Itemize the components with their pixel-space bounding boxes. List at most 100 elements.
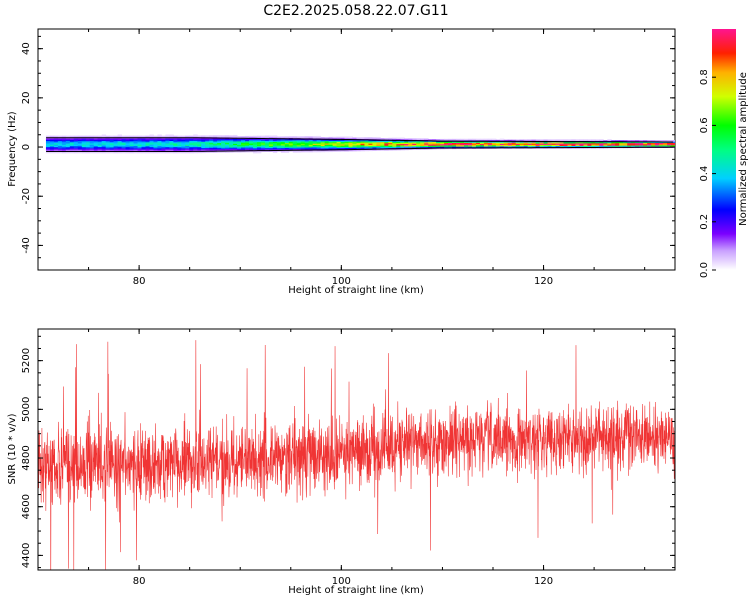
heatmap-cell	[340, 140, 345, 142]
heatmap-cell	[292, 138, 298, 141]
heatmap-cell	[611, 144, 616, 146]
heatmap-cell	[264, 145, 270, 148]
heatmap-cell	[535, 145, 541, 148]
heatmap-cell	[428, 141, 433, 144]
heatmap-cell	[392, 141, 397, 144]
heatmap-cell	[543, 143, 548, 145]
heatmap-cell	[348, 136, 353, 139]
heatmap-cell	[368, 139, 373, 142]
heatmap-cell	[531, 143, 537, 145]
heatmap-cell	[133, 149, 138, 151]
heatmap-cell	[316, 137, 322, 139]
heatmap-cell	[165, 144, 170, 146]
heatmap-cell	[360, 139, 365, 142]
heatmap-cell	[121, 140, 126, 143]
heatmap-cell	[57, 151, 63, 154]
heatmap-cell	[356, 141, 361, 143]
heatmap-cell	[467, 141, 473, 143]
heatmap-cell	[249, 142, 254, 144]
heatmap-cell	[396, 138, 401, 141]
heatmap-cell	[328, 147, 334, 150]
heatmap-cell	[256, 148, 262, 150]
heatmap-cell	[49, 143, 55, 145]
heatmap-cell	[185, 139, 190, 142]
heatmap-cell	[272, 150, 278, 152]
heatmap-cell	[663, 143, 668, 146]
heatmap-cell	[49, 144, 55, 146]
heatmap-cell	[137, 151, 142, 154]
heatmap-cell	[113, 151, 119, 154]
heatmap-cell	[77, 140, 83, 143]
heatmap-cell	[105, 145, 111, 148]
x-tick-label: 120	[534, 276, 553, 287]
heatmap-cell	[65, 143, 71, 145]
heatmap-cell	[316, 148, 322, 150]
heatmap-cell	[101, 144, 107, 146]
heatmap-cell	[193, 134, 198, 137]
heatmap-cell	[671, 140, 675, 142]
heatmap-cell	[567, 144, 572, 146]
heatmap-cell	[260, 143, 266, 145]
heatmap-cell	[89, 141, 95, 144]
heatmap-cell	[213, 142, 218, 145]
heatmap-cell	[531, 142, 537, 144]
heatmap-cell	[456, 138, 461, 141]
heatmap-cell	[181, 145, 186, 148]
heatmap-cell	[169, 141, 174, 144]
heatmap-cell	[607, 144, 612, 146]
heatmap-cell	[316, 142, 322, 144]
heatmap-cell	[627, 141, 632, 144]
heatmap-cell	[300, 146, 306, 148]
heatmap-cell	[256, 150, 262, 153]
heatmap-cell	[392, 137, 397, 140]
heatmap-cell	[320, 146, 326, 149]
heatmap-cell	[217, 148, 222, 151]
heatmap-cell	[479, 146, 485, 148]
heatmap-cell	[603, 145, 608, 147]
heatmap-cell	[217, 145, 222, 147]
heatmap-cell	[53, 144, 59, 146]
heatmap-cell	[499, 142, 505, 144]
heatmap-cell	[161, 141, 166, 144]
heatmap-cell	[663, 140, 668, 142]
heatmap-cell	[535, 144, 541, 147]
heatmap-cell	[133, 148, 138, 150]
heatmap-cell	[101, 139, 107, 142]
heatmap-cell	[145, 146, 150, 149]
heatmap-cell	[245, 145, 250, 148]
heatmap-cell	[515, 143, 521, 146]
heatmap-cell	[416, 146, 421, 149]
heatmap-cell	[615, 141, 620, 144]
heatmap-cell	[635, 140, 640, 142]
heatmap-cell	[563, 141, 568, 144]
heatmap-cell	[280, 145, 286, 147]
heatmap-cell	[523, 144, 529, 147]
heatmap-cell	[217, 138, 222, 141]
heatmap-cell	[101, 146, 107, 149]
heatmap-cell	[45, 143, 51, 145]
heatmap-cell	[165, 145, 170, 148]
heatmap-cell	[340, 147, 345, 150]
heatmap-cell	[81, 139, 87, 142]
heatmap-cell	[145, 135, 150, 138]
heatmap-cell	[312, 145, 318, 148]
heatmap-cell	[404, 138, 409, 141]
heatmap-cell	[499, 145, 505, 148]
heatmap-cell	[53, 143, 59, 145]
heatmap-cell	[117, 138, 123, 140]
heatmap-cell	[97, 143, 103, 145]
heatmap-cell	[288, 141, 294, 143]
heatmap-cell	[408, 145, 413, 148]
heatmap-cell	[161, 148, 166, 150]
heatmap-cell	[85, 146, 91, 149]
heatmap-cell	[249, 135, 254, 138]
heatmap-cell	[312, 150, 318, 153]
heatmap-cell	[579, 139, 584, 141]
heatmap-cell	[85, 135, 91, 138]
heatmap-cell	[85, 141, 91, 144]
heatmap-cell	[221, 140, 226, 142]
heatmap-cell	[296, 139, 302, 142]
heatmap-cell	[583, 139, 588, 141]
heatmap-cell	[213, 145, 218, 147]
